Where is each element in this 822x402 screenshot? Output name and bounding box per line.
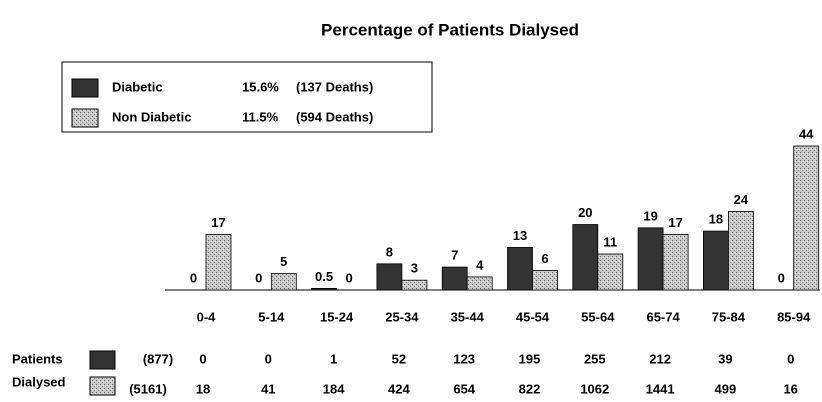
- bar: [441, 266, 468, 291]
- table-cell: 255: [584, 351, 606, 366]
- table-cell: 16: [783, 381, 797, 396]
- value-label: 13: [513, 228, 527, 243]
- x-tick-label: 45-54: [516, 309, 550, 324]
- table-cell: 41: [261, 381, 275, 396]
- table-cell: 654: [453, 381, 475, 396]
- table-cell: 18: [196, 381, 210, 396]
- bar: [572, 224, 599, 291]
- table-cell: 1441: [646, 381, 675, 396]
- x-tick-label: 55-64: [581, 309, 615, 324]
- table-total: (877): [143, 351, 173, 366]
- table-cell: 184: [323, 381, 345, 396]
- value-label: 24: [734, 192, 749, 207]
- value-label: 5: [280, 254, 287, 269]
- value-label: 0.5: [315, 269, 333, 284]
- bar: [597, 253, 624, 291]
- chart-title: Percentage of Patients Dialysed: [321, 20, 579, 39]
- x-tick-label: 75-84: [712, 309, 746, 324]
- legend-label: Non Diabetic: [112, 109, 191, 124]
- bar: [401, 279, 428, 291]
- legend-swatch: [71, 78, 99, 98]
- bar: [662, 233, 689, 291]
- table-total: (5161): [129, 381, 167, 396]
- value-label: 3: [411, 261, 418, 276]
- value-label: 0: [190, 270, 197, 285]
- bar: [637, 227, 664, 291]
- x-tick-label: 85-94: [777, 309, 811, 324]
- table-cell: 195: [519, 351, 541, 366]
- x-tick-label: 65-74: [646, 309, 680, 324]
- table-cell: 212: [649, 351, 671, 366]
- value-label: 0: [345, 270, 352, 285]
- table-swatch: [89, 350, 116, 370]
- table-swatch: [89, 376, 116, 396]
- table-cell: 424: [388, 381, 410, 396]
- value-label: 0: [778, 270, 785, 285]
- value-label: 44: [799, 126, 814, 141]
- value-label: 11: [603, 234, 617, 249]
- legend-swatch: [71, 108, 99, 128]
- table-cell: 1062: [580, 381, 609, 396]
- table-cell: 0: [199, 351, 206, 366]
- value-label: 7: [451, 248, 458, 263]
- legend-rate: 15.6%: [242, 79, 279, 94]
- table-row-title: Dialysed: [12, 374, 66, 389]
- value-label: 20: [578, 205, 592, 220]
- table-row-title: Patients: [12, 351, 63, 366]
- value-label: 8: [386, 244, 393, 259]
- legend-rate: 11.5%: [242, 109, 279, 124]
- value-label: 18: [709, 212, 723, 227]
- bar: [507, 247, 533, 291]
- bar: [793, 145, 820, 291]
- x-tick-label: 25-34: [385, 309, 419, 324]
- x-tick-label: 5-14: [258, 309, 285, 324]
- table-cell: 123: [453, 351, 475, 366]
- bar: [728, 211, 754, 291]
- table-cell: 822: [519, 381, 541, 396]
- value-label: 4: [476, 257, 484, 272]
- legend-deaths: (137 Deaths): [296, 79, 373, 94]
- bar: [376, 263, 403, 291]
- legend-label: Diabetic: [112, 79, 163, 94]
- bar: [703, 230, 729, 291]
- x-tick-label: 0-4: [197, 309, 217, 324]
- bar: [532, 269, 558, 291]
- table-cell: 39: [718, 351, 732, 366]
- table-cell: 0: [265, 351, 272, 366]
- table-cell: 1: [330, 351, 337, 366]
- legend-deaths: (594 Deaths): [296, 109, 373, 124]
- value-label: 19: [643, 208, 657, 223]
- table-cell: 52: [392, 351, 406, 366]
- value-label: 6: [541, 251, 548, 266]
- bar: [270, 273, 297, 291]
- bar: [205, 233, 232, 291]
- table-cell: 0: [787, 351, 794, 366]
- bar: [311, 287, 338, 291]
- x-tick-label: 15-24: [320, 309, 354, 324]
- table-cell: 499: [715, 381, 737, 396]
- bar: [466, 276, 493, 291]
- value-label: 17: [211, 215, 225, 230]
- value-label: 17: [668, 215, 682, 230]
- legend-box: [61, 61, 433, 133]
- x-tick-label: 35-44: [451, 309, 485, 324]
- value-label: 0: [255, 270, 262, 285]
